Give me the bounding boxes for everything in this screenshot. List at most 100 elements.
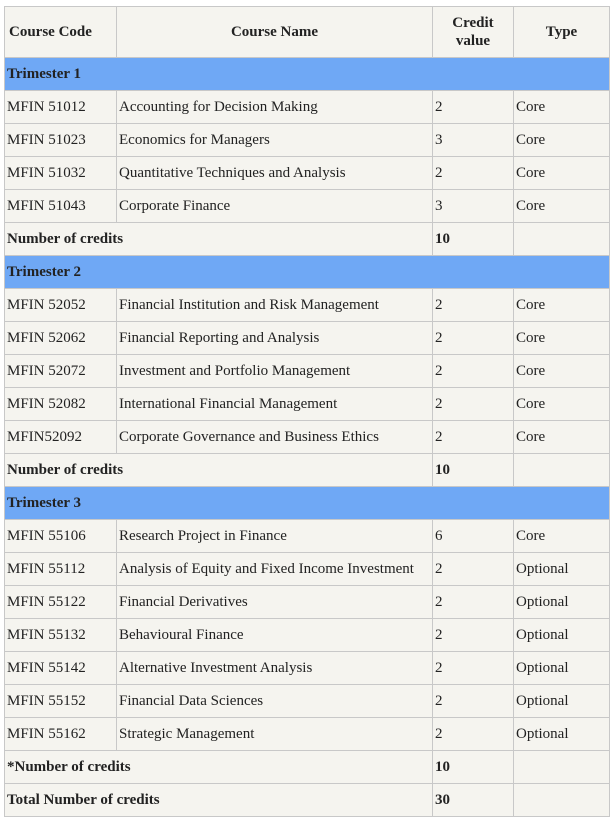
course-name: Investment and Portfolio Management — [116, 354, 433, 388]
subtotal-label: Number of credits — [4, 453, 433, 487]
credit-value: 2 — [432, 552, 514, 586]
course-name: Financial Derivatives — [116, 585, 433, 619]
course-row: MFIN 52052 Financial Institution and Risk… — [4, 288, 610, 322]
course-name: Corporate Finance — [116, 189, 433, 223]
credit-value: 2 — [432, 585, 514, 619]
course-code: MFIN 55106 — [4, 519, 117, 553]
course-code: MFIN 55142 — [4, 651, 117, 685]
subtotal-value: 10 — [432, 222, 514, 256]
course-name: International Financial Management — [116, 387, 433, 421]
empty-cell — [513, 453, 610, 487]
course-type: Optional — [513, 618, 610, 652]
course-type: Core — [513, 156, 610, 190]
course-row: MFIN 52062 Financial Reporting and Analys… — [4, 321, 610, 355]
subtotal-value: 10 — [432, 750, 514, 784]
course-row: MFIN 55162 Strategic Management 2 Optional — [4, 717, 610, 751]
credit-value: 2 — [432, 90, 514, 124]
section-row: Trimester 3 — [4, 486, 610, 520]
header-row: Course Code Course Name Credit value Type — [4, 6, 610, 58]
credit-value: 6 — [432, 519, 514, 553]
course-row: MFIN 52082 International Financial Manage… — [4, 387, 610, 421]
course-row: MFIN 51012 Accounting for Decision Making… — [4, 90, 610, 124]
course-name: Corporate Governance and Business Ethics — [116, 420, 433, 454]
course-code: MFIN 52082 — [4, 387, 117, 421]
course-name: Economics for Managers — [116, 123, 433, 157]
course-code: MFIN 51012 — [4, 90, 117, 124]
course-row: MFIN 55106 Research Project in Finance 6 Co… — [4, 519, 610, 553]
course-row: MFIN 51032 Quantitative Techniques and An… — [4, 156, 610, 190]
course-code: MFIN 55112 — [4, 552, 117, 586]
course-name: Behavioural Finance — [116, 618, 433, 652]
credit-value: 2 — [432, 387, 514, 421]
total-label: Total Number of credits — [4, 783, 433, 817]
course-row: MFIN 55142 Alternative Investment Analysi… — [4, 651, 610, 685]
course-row: MFIN52092 Corporate Governance and Busine… — [4, 420, 610, 454]
empty-cell — [513, 222, 610, 256]
credit-value: 3 — [432, 123, 514, 157]
credit-value: 3 — [432, 189, 514, 223]
section-title: Trimester 2 — [4, 255, 610, 289]
section-title: Trimester 1 — [4, 57, 610, 91]
subtotal-row: Number of credits 10 — [4, 222, 610, 256]
course-row: MFIN 55152 Financial Data Sciences 2 Option… — [4, 684, 610, 718]
course-type: Optional — [513, 651, 610, 685]
course-name: Accounting for Decision Making — [116, 90, 433, 124]
column-header: Course Name — [116, 6, 433, 58]
course-code: MFIN 55162 — [4, 717, 117, 751]
course-code: MFIN 55122 — [4, 585, 117, 619]
course-name: Analysis of Equity and Fixed Income Inve… — [116, 552, 433, 586]
course-type: Core — [513, 288, 610, 322]
course-code: MFIN 52072 — [4, 354, 117, 388]
course-type: Core — [513, 321, 610, 355]
course-type: Optional — [513, 684, 610, 718]
subtotal-label: Number of credits — [4, 222, 433, 256]
credit-value: 2 — [432, 288, 514, 322]
course-type: Core — [513, 189, 610, 223]
course-name: Financial Institution and Risk Managemen… — [116, 288, 433, 322]
subtotal-row: Number of credits 10 — [4, 453, 610, 487]
credit-value: 2 — [432, 651, 514, 685]
section-row: Trimester 2 — [4, 255, 610, 289]
course-type: Core — [513, 519, 610, 553]
course-type: Optional — [513, 552, 610, 586]
total-value: 30 — [432, 783, 514, 817]
column-header: Course Code — [4, 6, 117, 58]
course-row: MFIN 55112 Analysis of Equity and Fixed I… — [4, 552, 610, 586]
course-row: MFIN 55132 Behavioural Finance 2 Optional — [4, 618, 610, 652]
course-type: Core — [513, 420, 610, 454]
course-name: Alternative Investment Analysis — [116, 651, 433, 685]
empty-cell — [513, 783, 610, 817]
credit-value: 2 — [432, 156, 514, 190]
credit-value: 2 — [432, 321, 514, 355]
course-code: MFIN 52062 — [4, 321, 117, 355]
column-header: Type — [513, 6, 610, 58]
course-code: MFIN 55132 — [4, 618, 117, 652]
course-code: MFIN52092 — [4, 420, 117, 454]
course-table: Course Code Course Name Credit value Type Tr… — [4, 6, 610, 817]
course-type: Optional — [513, 585, 610, 619]
course-code: MFIN 51023 — [4, 123, 117, 157]
subtotal-row: *Number of credits 10 — [4, 750, 610, 784]
credit-value: 2 — [432, 684, 514, 718]
course-type: Core — [513, 90, 610, 124]
course-type: Core — [513, 123, 610, 157]
empty-cell — [513, 750, 610, 784]
course-type: Core — [513, 354, 610, 388]
section-title: Trimester 3 — [4, 486, 610, 520]
subtotal-value: 10 — [432, 453, 514, 487]
credit-value: 2 — [432, 354, 514, 388]
course-row: MFIN 55122 Financial Derivatives 2 Optional — [4, 585, 610, 619]
course-name: Strategic Management — [116, 717, 433, 751]
course-row: MFIN 51043 Corporate Finance 3 Core — [4, 189, 610, 223]
credit-value: 2 — [432, 717, 514, 751]
credit-value: 2 — [432, 618, 514, 652]
course-name: Financial Data Sciences — [116, 684, 433, 718]
course-row: MFIN 52072 Investment and Portfolio Manag… — [4, 354, 610, 388]
total-row: Total Number of credits 30 — [4, 783, 610, 817]
credit-value: 2 — [432, 420, 514, 454]
course-code: MFIN 51043 — [4, 189, 117, 223]
course-code: MFIN 51032 — [4, 156, 117, 190]
course-name: Quantitative Techniques and Analysis — [116, 156, 433, 190]
section-row: Trimester 1 — [4, 57, 610, 91]
